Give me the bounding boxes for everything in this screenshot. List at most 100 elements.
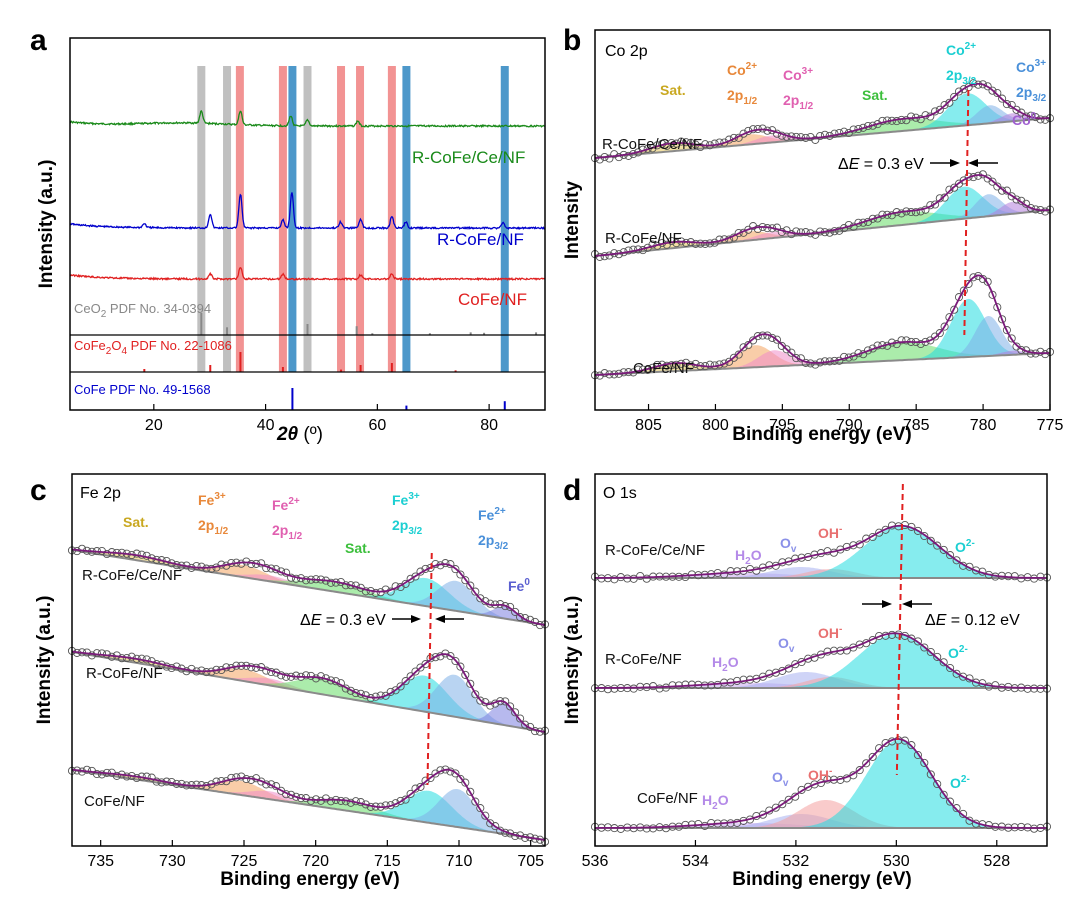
- data-point-2-31: [739, 343, 748, 352]
- data-point-2-36: [823, 775, 832, 784]
- peak-label-b-sat2: Sat.: [862, 87, 888, 103]
- data-point-2-37: [768, 333, 777, 342]
- data-point-0-74: [945, 98, 954, 107]
- fit-envelope-0: [594, 83, 1049, 159]
- data-point-1-64: [897, 209, 906, 218]
- d-ticks-tick-label-2: 532: [783, 853, 810, 870]
- b-ticks-tick-label-1: 800: [702, 417, 729, 434]
- sample-label-d-3: CoFe/NF: [637, 790, 698, 807]
- background-line-2: [71, 769, 546, 841]
- component-fill-0-5: [396, 580, 516, 621]
- xaxis-a-tick-label-2: 60: [368, 417, 386, 434]
- data-point-2-50: [913, 750, 922, 760]
- data-point-1-53: [933, 652, 942, 661]
- data-point-1-77: [451, 656, 460, 666]
- c-ticks-tick-label-1: 730: [159, 853, 186, 870]
- data-point-2-38: [772, 335, 782, 344]
- data-point-2-16: [667, 361, 676, 370]
- data-point-2-26: [758, 810, 767, 819]
- core-level-label-b: Co 2p: [605, 43, 648, 60]
- component-fill-1-3: [775, 634, 1017, 688]
- x-axis-title-c: Binding energy (eV): [220, 869, 399, 890]
- xaxis-a-tick-label-0: 20: [145, 417, 163, 434]
- data-point-2-88: [506, 829, 515, 838]
- data-point-1-84: [486, 701, 495, 710]
- data-point-2-34: [753, 332, 762, 341]
- c-ticks-tick-label-0: 735: [87, 853, 114, 870]
- data-point-2-57: [959, 809, 968, 818]
- data-point-2-42: [792, 354, 801, 363]
- data-point-0-35: [242, 557, 251, 566]
- data-point-0-2: [77, 544, 87, 553]
- sample-label-d-2: R-CoFe/NF: [605, 651, 682, 668]
- data-point-2-69: [411, 784, 420, 793]
- data-point-0-47: [301, 576, 311, 585]
- x-axis-ticks-a: 20 40 60 80: [145, 404, 498, 434]
- data-point-0-3: [605, 154, 614, 163]
- reference-band-6: [337, 66, 346, 372]
- c-ticks-tick-label-5: 710: [446, 853, 473, 870]
- peak-label-c-fe3-2p12: Fe3+: [198, 491, 226, 508]
- data-point-2-64: [897, 336, 906, 345]
- data-point-1-14: [681, 680, 690, 689]
- peak-label-c-fe3-2p32: Fe3+: [392, 491, 420, 508]
- data-point-0-77: [451, 565, 460, 574]
- data-point-2-66: [1017, 822, 1026, 831]
- d-ticks-tick-label-1: 534: [682, 853, 709, 870]
- b-ticks-tick-label-4: 785: [903, 417, 930, 434]
- data-point-0-25: [192, 561, 201, 571]
- data-point-0-84: [993, 88, 1002, 98]
- panel-letter-a: a: [30, 24, 47, 57]
- data-point-2-5: [92, 769, 101, 779]
- data-point-2-65: [902, 336, 911, 345]
- shift-reference-line: [895, 483, 904, 776]
- data-point-1-55: [946, 663, 955, 673]
- data-point-2-51: [321, 794, 330, 803]
- shift-arrowhead-left-d: [882, 600, 892, 608]
- series-label-rcofece: R-CoFe/Ce/NF: [412, 148, 525, 167]
- x-axis-ticks-d: 536 534 532 530 528: [582, 840, 1010, 870]
- data-point-0-87: [501, 602, 510, 611]
- data-point-2-34: [810, 780, 819, 789]
- data-point-0-83: [988, 86, 997, 95]
- data-point-0-1: [595, 155, 604, 164]
- data-point-1-2: [603, 685, 612, 694]
- data-point-0-48: [820, 130, 829, 139]
- data-point-1-27: [720, 235, 729, 244]
- data-point-0-51: [920, 531, 929, 541]
- peak-label-d-o2-2: O2-: [948, 644, 968, 661]
- data-point-0-86: [1002, 100, 1011, 109]
- data-point-1-79: [461, 670, 470, 679]
- data-point-1-50: [316, 672, 325, 681]
- data-point-0-77: [959, 85, 968, 94]
- data-point-0-75: [441, 559, 450, 568]
- peak-label-b-co3-2p12: Co3+: [783, 66, 813, 83]
- data-point-0-52: [326, 578, 335, 587]
- sample-label-b-3: CoFe/NF: [633, 360, 694, 377]
- data-point-0-22: [696, 142, 705, 152]
- c-ticks-tick-label-2: 725: [231, 853, 258, 870]
- fit-envelope-1: [594, 174, 1049, 257]
- data-point-2-44: [287, 790, 296, 799]
- peak-label-c-fe2-2p32: Fe2+: [478, 506, 506, 523]
- shift-reference-line: [963, 89, 970, 336]
- data-point-0-31: [739, 129, 748, 138]
- data-point-2-53: [933, 779, 942, 789]
- component-fill-2-5: [397, 789, 518, 836]
- component-fill-2-3: [794, 740, 1004, 828]
- fit-envelope-2: [595, 737, 1046, 829]
- panel-c: c 735 730 725 720 715 710 705 Fe 2p R-CoFe/Ce/…: [30, 473, 550, 890]
- data-point-0-53: [933, 541, 942, 550]
- data-point-1-51: [835, 226, 844, 235]
- peak-label-b-co0: Co0: [1012, 111, 1037, 128]
- data-point-1-78: [456, 662, 465, 671]
- data-point-1-23: [701, 239, 710, 248]
- fit-envelope-2: [71, 768, 546, 841]
- data-point-0-13: [132, 549, 141, 558]
- data-point-2-87: [1007, 334, 1016, 343]
- data-point-1-22: [696, 239, 705, 248]
- peak-label-c-sat1: Sat.: [123, 514, 149, 530]
- data-point-1-23: [182, 667, 191, 676]
- data-point-2-9: [112, 771, 121, 780]
